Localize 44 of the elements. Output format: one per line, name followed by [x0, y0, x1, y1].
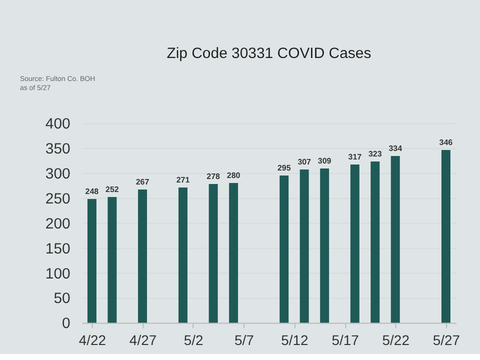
y-tick-label: 150 [45, 240, 70, 258]
x-tick-label: 5/12 [281, 332, 309, 348]
data-label: 334 [388, 144, 403, 154]
x-tick-label: 5/17 [332, 332, 360, 348]
bar [320, 168, 330, 323]
bar [441, 150, 450, 323]
data-label: 248 [85, 186, 100, 196]
y-tick-label: 300 [45, 165, 70, 182]
data-label: 252 [106, 184, 120, 194]
y-tick-label: 0 [62, 315, 70, 332]
data-label: 295 [277, 164, 292, 173]
x-tick-label: 5/2 [184, 332, 204, 348]
data-label: 307 [298, 158, 312, 167]
x-tick-label: 5/7 [234, 332, 254, 348]
chart-title: Zip Code 30331 COVID Cases [166, 45, 372, 62]
y-tick-label: 350 [45, 140, 70, 158]
x-tick-label: 4/27 [129, 332, 157, 348]
y-tick-label: 200 [45, 215, 70, 232]
bar [300, 170, 309, 323]
bar [138, 189, 148, 323]
data-label: 309 [318, 156, 332, 166]
bar [350, 164, 360, 323]
y-tick-label: 50 [54, 290, 70, 308]
bar [390, 156, 400, 323]
data-label: 317 [348, 152, 362, 162]
y-tick-label: 400 [45, 116, 70, 133]
bar [87, 198, 96, 323]
x-tick-label: 5/27 [432, 332, 460, 348]
bar [229, 182, 238, 323]
data-label: 271 [176, 175, 190, 184]
y-tick-label: 250 [45, 190, 70, 208]
data-label: 267 [136, 177, 150, 186]
x-tick-label: 4/22 [78, 332, 106, 348]
data-label: 278 [206, 172, 221, 181]
data-label: 323 [368, 150, 382, 159]
data-label: 280 [226, 171, 241, 180]
bar [178, 187, 188, 323]
x-tick-label: 5/22 [382, 332, 410, 348]
bar [208, 184, 218, 323]
bar [370, 162, 380, 323]
y-tick-label: 100 [45, 265, 70, 282]
bar [280, 176, 289, 323]
data-label: 346 [439, 138, 454, 148]
bar [108, 196, 117, 323]
